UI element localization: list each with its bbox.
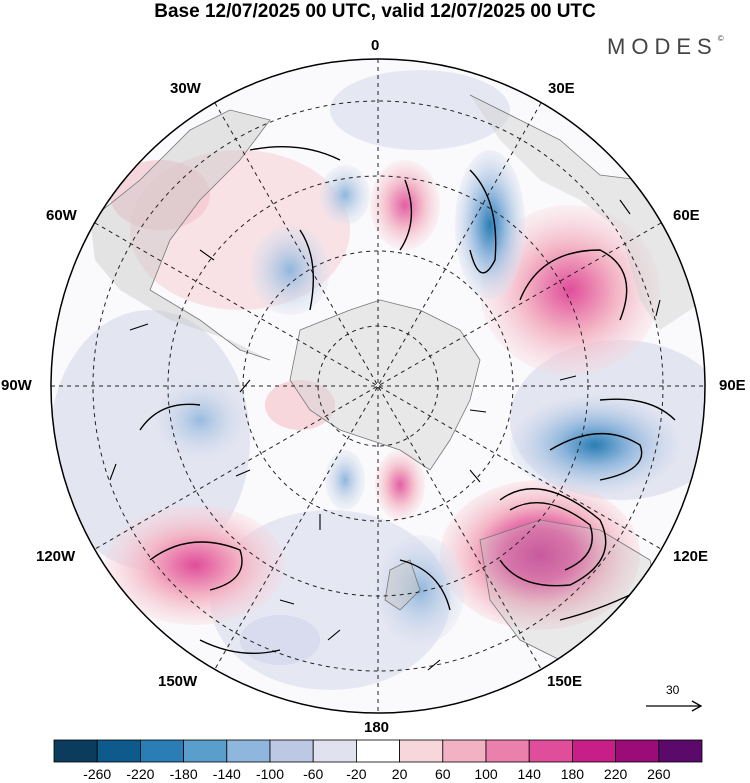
reference-vector-arrow xyxy=(646,700,703,712)
colorbar-tick-label: -100 xyxy=(255,766,285,782)
map-boundary xyxy=(50,58,706,714)
colorbar-swatch xyxy=(399,739,444,763)
colorbar-swatch xyxy=(53,739,98,763)
colorbar-swatch xyxy=(442,739,487,763)
lon-label-90w: 90W xyxy=(1,377,32,394)
positive-anomaly-120w xyxy=(105,505,285,625)
map-title: Base 12/07/2025 00 UTC, valid 12/07/2025… xyxy=(154,1,596,22)
lon-label-180: 180 xyxy=(364,719,390,736)
south-america-land xyxy=(90,110,270,360)
colorbar-swatch xyxy=(615,739,660,763)
brand-name: MODES xyxy=(607,34,718,59)
colorbar-tick-label: -260 xyxy=(83,766,112,782)
colorbar-tick-label: 140 xyxy=(517,766,541,782)
colorbar-tick-label: 260 xyxy=(647,766,671,782)
colorbar-swatch xyxy=(183,739,228,763)
reference-vector-label: 30 xyxy=(666,683,680,697)
colorbar-tick-label: 220 xyxy=(603,766,628,782)
lon-label-150e: 150E xyxy=(547,673,583,690)
colorbar-swatch xyxy=(658,739,703,763)
positive-anomaly-120e xyxy=(440,480,640,630)
lon-label-60e: 60E xyxy=(673,207,700,224)
colorbar-swatch xyxy=(485,739,530,763)
negative-anomaly-90e xyxy=(510,395,680,495)
colorbar-swatch xyxy=(139,739,184,763)
new-zealand-land xyxy=(385,560,420,610)
colorbar-swatch xyxy=(572,739,617,763)
colorbar-tick-label: -220 xyxy=(126,766,155,782)
positive-anomaly-60e xyxy=(480,205,660,375)
brand-mark: © xyxy=(717,34,724,43)
colorbar-swatch xyxy=(96,739,141,763)
colorbar-tick-label: 60 xyxy=(435,766,451,782)
colorbar-swatch xyxy=(528,739,573,763)
lon-label-120w: 120W xyxy=(36,548,76,565)
lon-label-60w: 60W xyxy=(46,207,77,224)
colorbar-tick-label: -20 xyxy=(346,766,367,782)
anomaly-field xyxy=(51,59,705,713)
lon-label-0: 0 xyxy=(371,37,380,54)
modes-logo: MODES© xyxy=(607,34,724,60)
colorbar-tick-label: -180 xyxy=(169,766,198,782)
colorbar-swatch xyxy=(226,739,271,763)
colorbar xyxy=(53,739,703,763)
lon-label-30e: 30E xyxy=(548,80,575,97)
colorbar-tick-label: 180 xyxy=(560,766,585,782)
negative-anomaly-30e xyxy=(455,150,525,300)
africa-land xyxy=(470,95,705,330)
negative-anomaly-45w xyxy=(250,225,330,315)
lon-label-30w: 30W xyxy=(170,80,201,97)
colorbar-tick-label: 20 xyxy=(391,766,408,782)
colorbar-tick-label: -140 xyxy=(212,766,241,782)
wind-streamlines xyxy=(139,146,676,654)
colorbar-swatch xyxy=(355,739,400,763)
antarctica-land xyxy=(290,300,480,470)
colorbar-swatch xyxy=(269,739,314,763)
lon-label-90e: 90E xyxy=(719,377,746,394)
colorbar-swatch xyxy=(312,739,357,763)
colorbar-tick-label: -60 xyxy=(303,766,324,782)
meridians xyxy=(51,59,705,713)
lon-label-150w: 150W xyxy=(158,673,198,690)
colorbar-tick-label: 100 xyxy=(474,766,498,782)
lon-label-120e: 120E xyxy=(673,548,709,565)
